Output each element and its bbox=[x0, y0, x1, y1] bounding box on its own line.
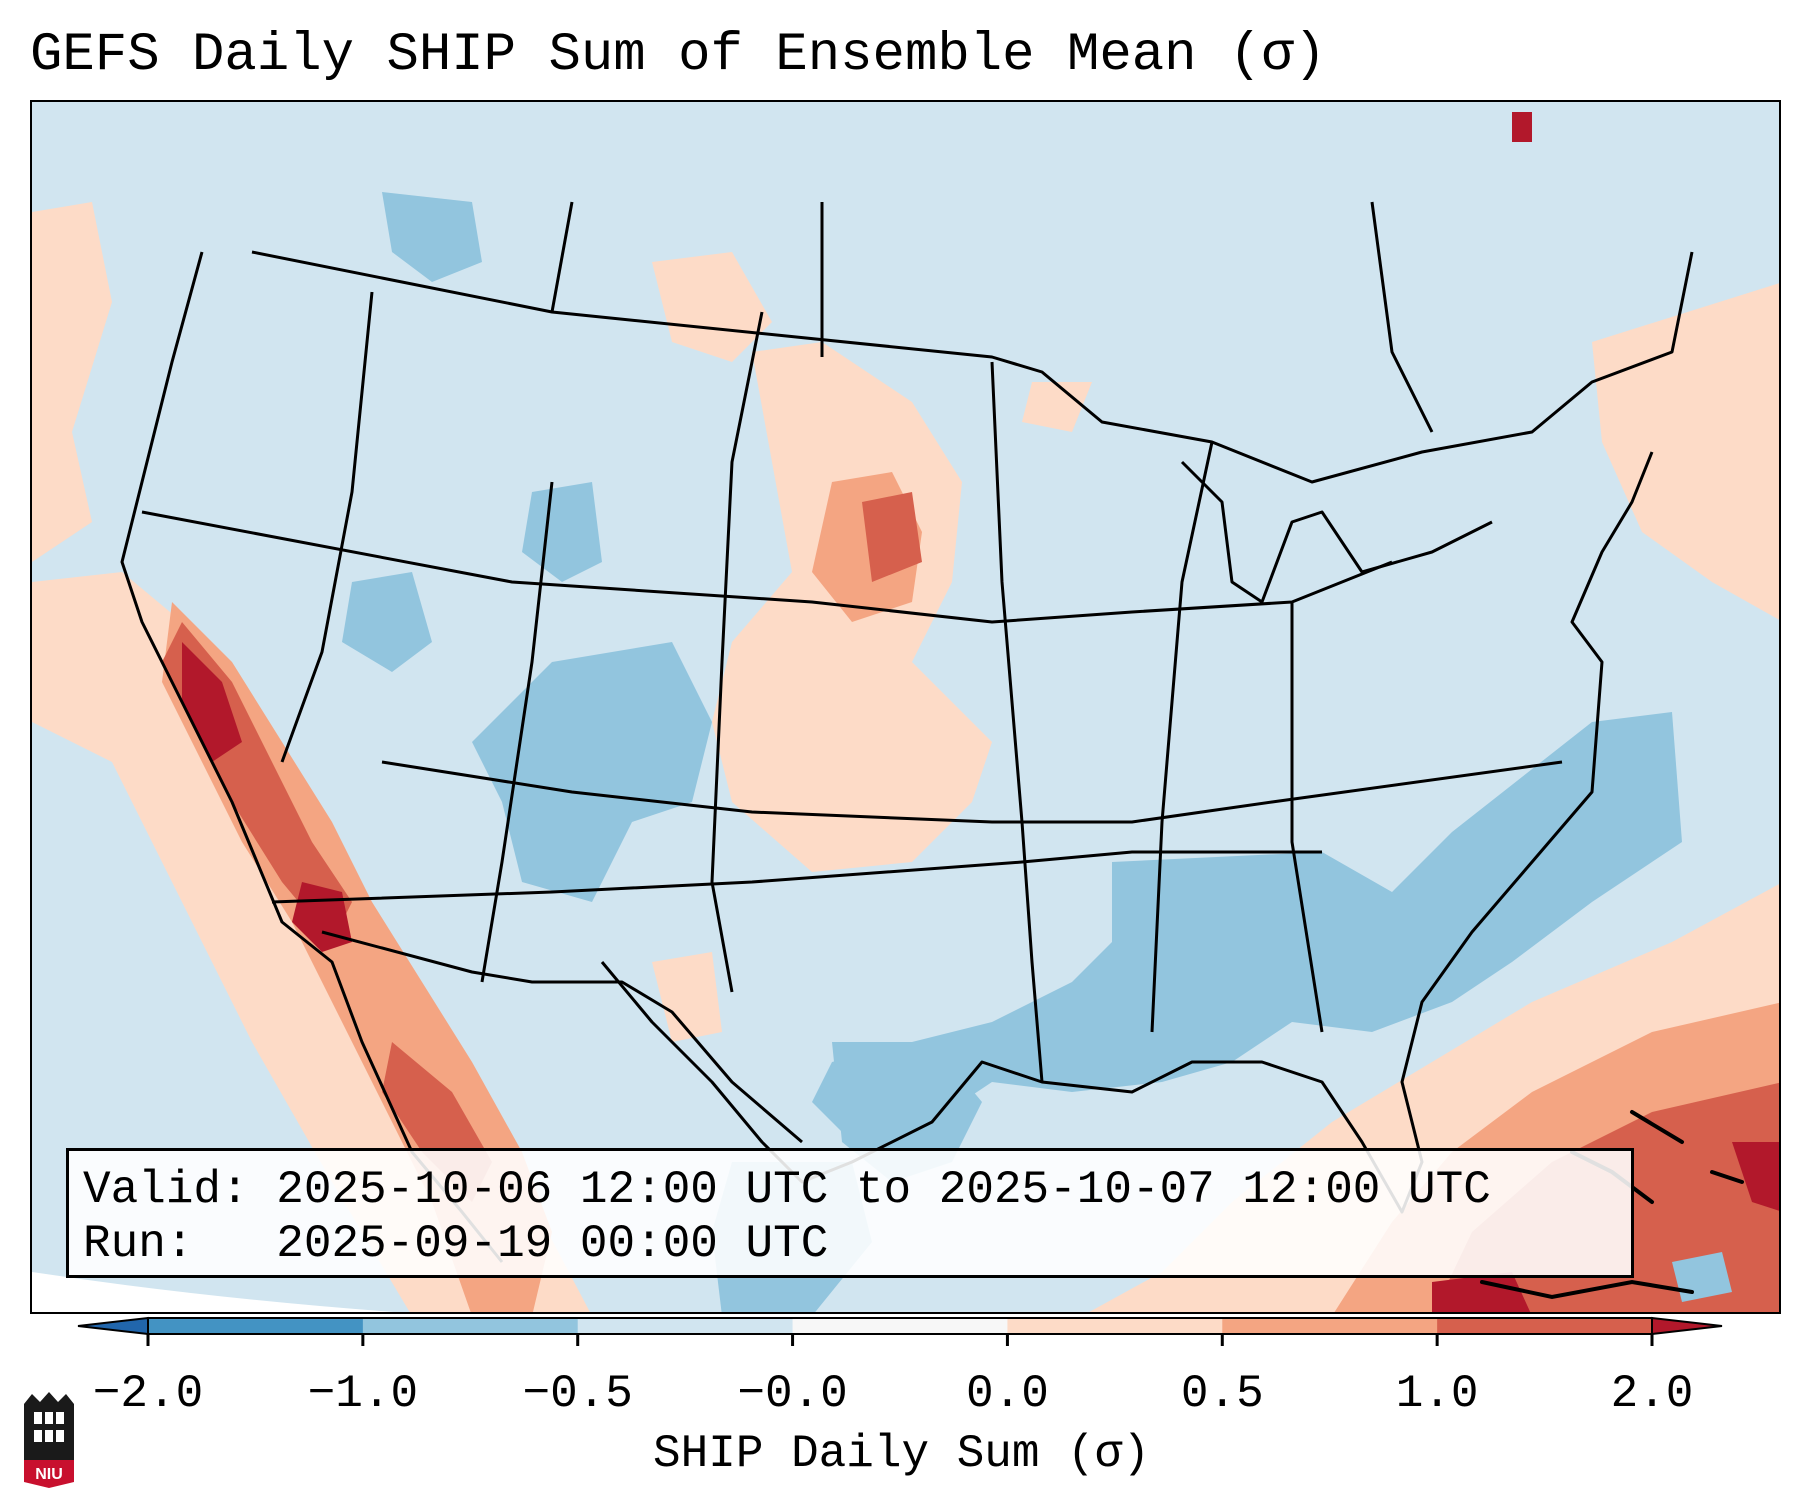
state-line-8 bbox=[1150, 441, 1214, 1033]
boundaries bbox=[120, 201, 1694, 1263]
canada-us-border bbox=[251, 250, 1694, 484]
colorbar-svg bbox=[77, 1316, 1723, 1346]
colorbar-extend-high bbox=[1651, 1316, 1723, 1336]
run-time: Run: 2025-09-19 00:00 UTC bbox=[83, 1218, 829, 1270]
colorbar-bin bbox=[577, 1318, 794, 1334]
colorbar-label: SHIP Daily Sum (σ) bbox=[653, 1428, 1150, 1480]
state-line-6 bbox=[710, 311, 764, 993]
colorbar-tick-label: 0.0 bbox=[966, 1368, 1049, 1420]
logo-text: NIU bbox=[35, 1466, 63, 1483]
state-line-2 bbox=[381, 760, 1563, 824]
colorbar-tick-label: −0.5 bbox=[522, 1368, 633, 1420]
colorbar-bin bbox=[792, 1318, 1008, 1334]
colorbar-bin bbox=[1437, 1318, 1653, 1334]
state-line-4 bbox=[280, 291, 374, 763]
colorbar-tick-label: 2.0 bbox=[1610, 1368, 1694, 1420]
mexico-border bbox=[321, 930, 803, 1144]
valid-time: Valid: 2025-10-06 12:00 UTC to 2025-10-0… bbox=[83, 1164, 1491, 1216]
colorbar-tick-label: 1.0 bbox=[1395, 1368, 1479, 1420]
map-svg bbox=[32, 112, 1779, 1312]
colorbar-tick-label: −2.0 bbox=[92, 1368, 204, 1420]
projection-edge bbox=[32, 1272, 395, 1312]
chart-title: GEFS Daily SHIP Sum of Ensemble Mean (σ) bbox=[30, 25, 1327, 86]
colorbar bbox=[60, 1316, 1740, 1386]
colorbar-extend-low bbox=[77, 1316, 149, 1336]
niu-logo: NIU bbox=[20, 1390, 78, 1490]
colorbar-bin bbox=[362, 1318, 579, 1334]
state-line-3 bbox=[271, 850, 1322, 904]
state-line-5 bbox=[480, 481, 554, 983]
colorbar-bin bbox=[148, 1318, 364, 1334]
great-lakes bbox=[1180, 460, 1493, 604]
colorbar-tick-label: 0.5 bbox=[1180, 1368, 1264, 1420]
valid-run-box: Valid: 2025-10-06 12:00 UTC to 2025-10-0… bbox=[66, 1148, 1634, 1278]
colorbar-tick-label: −1.0 bbox=[307, 1368, 419, 1420]
canada-interior bbox=[1370, 201, 1434, 433]
map-panel bbox=[30, 100, 1781, 1314]
colorbar-bin bbox=[1222, 1318, 1438, 1334]
colorbar-bin bbox=[1007, 1318, 1223, 1334]
state-line-9 bbox=[1290, 602, 1324, 1033]
colorbar-tick-label: −0.0 bbox=[737, 1368, 848, 1420]
canada-interior-3 bbox=[550, 201, 574, 313]
state-line-7 bbox=[990, 361, 1044, 1083]
